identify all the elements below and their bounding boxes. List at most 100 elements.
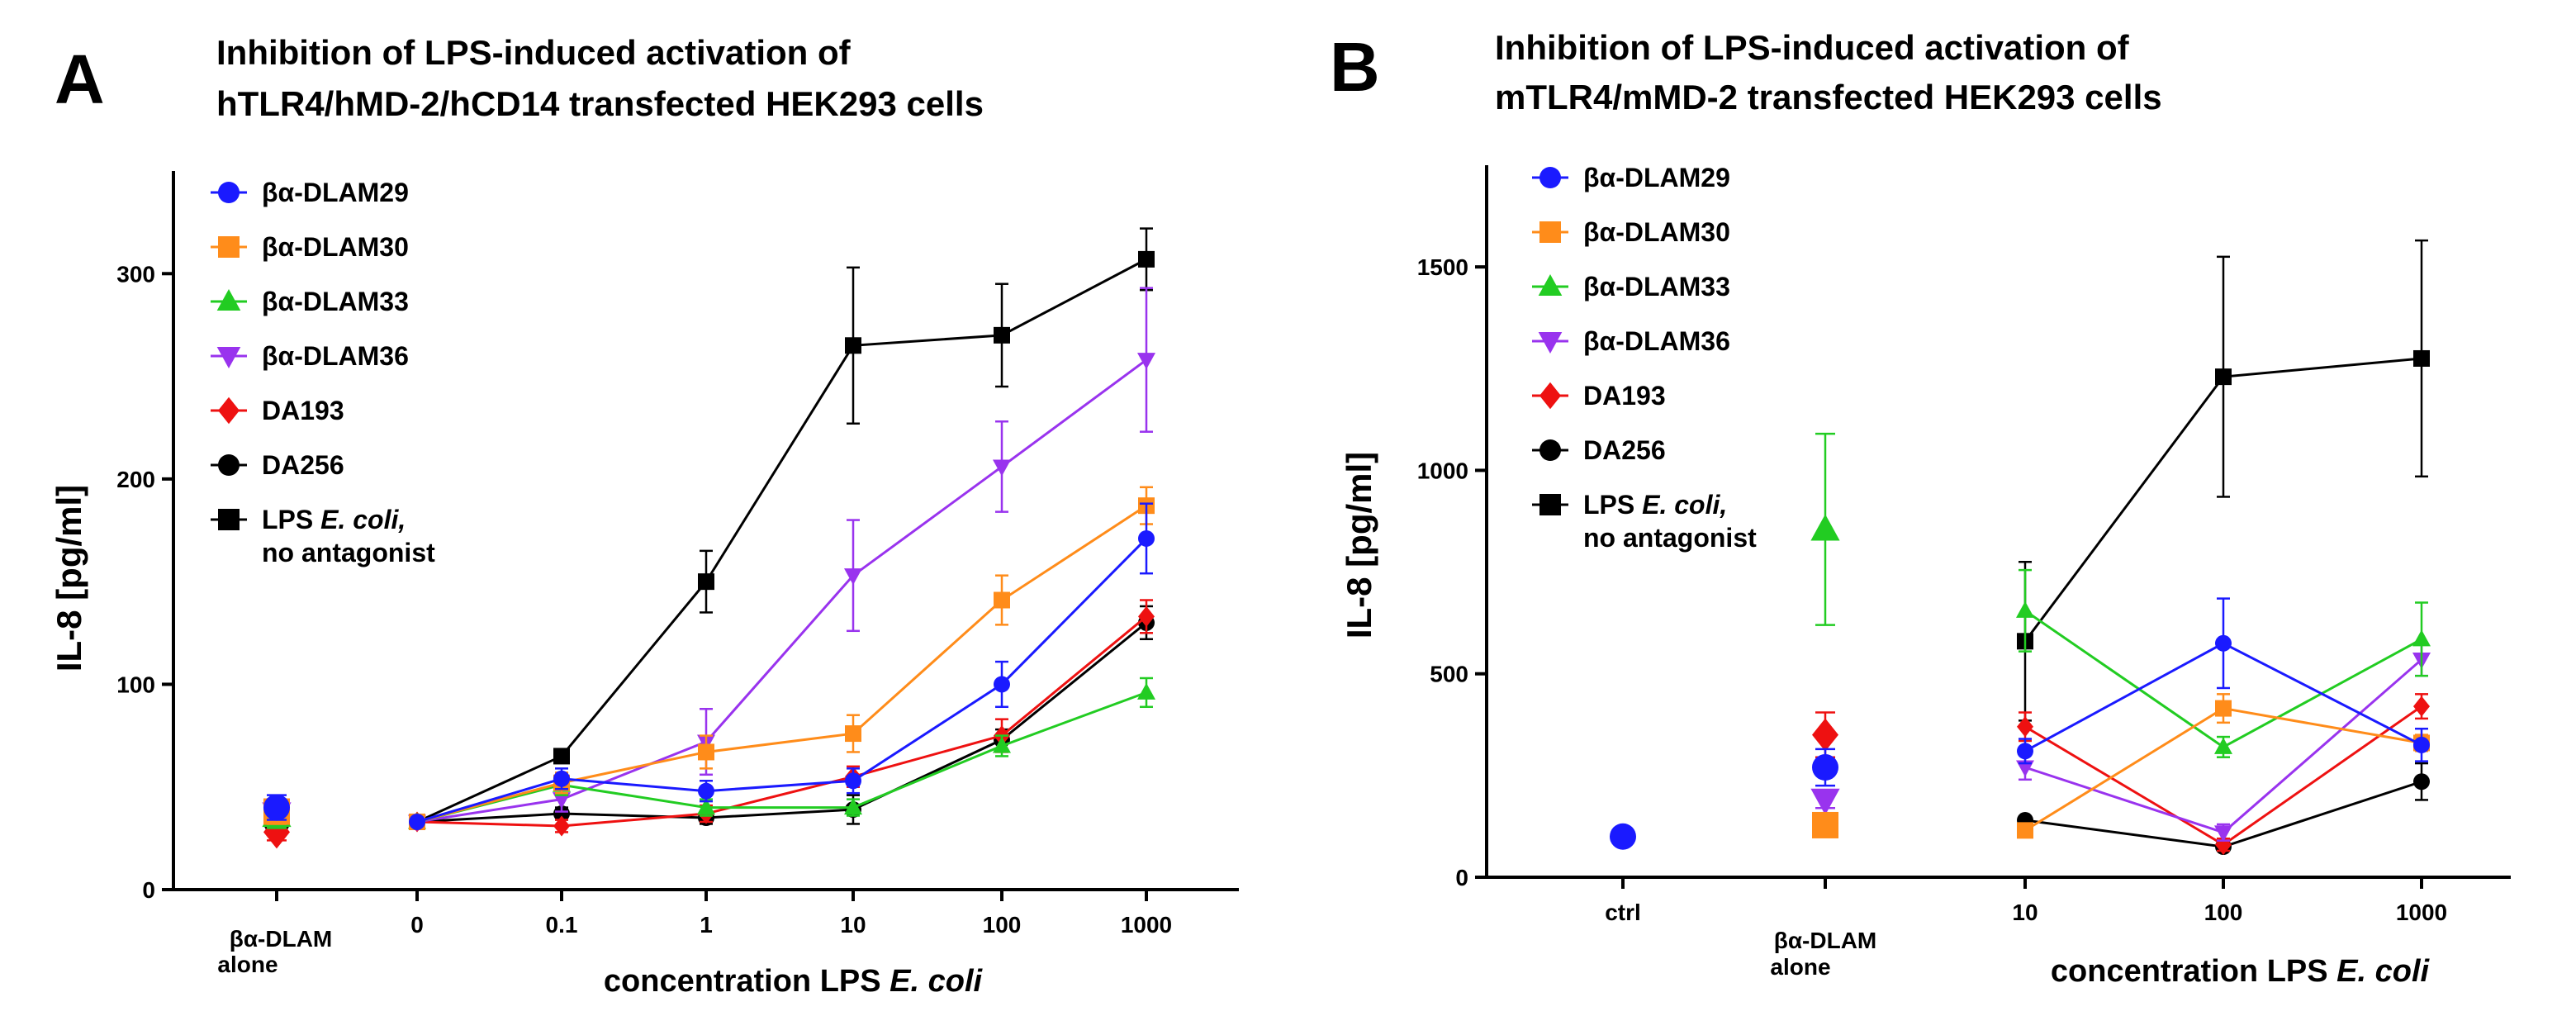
panel-a-series-6-point-3 — [845, 337, 861, 354]
panel-b-legend-item-0: βα-DLAM29 — [1532, 163, 1730, 192]
panel-b-y-tick-label-3: 1500 — [1417, 254, 1468, 280]
panel-b-y-tick-label-1: 500 — [1430, 662, 1468, 687]
panel-a-y-axis-label: IL-8 [pg/ml] — [50, 485, 88, 672]
panel-b-legend-item-4: DA193 — [1532, 381, 1666, 411]
panel-a-x-axis-label-text: concentration LPS — [604, 964, 890, 999]
panel-b-legend-label-2: βα-DLAM33 — [1583, 272, 1730, 301]
panel-a-x-tick-label-1: 0.1 — [546, 912, 578, 938]
panel-a-legend-item-5: DA256 — [211, 450, 344, 480]
panel-b-series-3-alone-point — [1810, 788, 1840, 815]
panel-b-legend-label-3-text: βα-DLAM36 — [1583, 326, 1730, 356]
panel-b-legend-label-4-text: DA193 — [1583, 381, 1666, 411]
panel-a-legend-marker-3 — [216, 346, 241, 368]
panel-a-legend-label-3-text: βα-DLAM36 — [262, 341, 409, 371]
panel-a-legend-marker-2 — [216, 289, 241, 311]
panel-b-series-3-point-0 — [2016, 760, 2034, 777]
panel-a-series-1-point-4 — [994, 591, 1010, 609]
panel-a-series-0-point-1 — [553, 770, 570, 787]
panel-b-series-2-point-2 — [2412, 629, 2431, 647]
panel-b-legend-label-6-italic: E. coli, — [1642, 490, 1727, 520]
panel-b-legend-label-6-line2: no antagonist — [1583, 523, 1757, 553]
panel-a-legend: βα-DLAM29 βα-DLAM30 βα-DLAM33 βα-DLAM36 DA19… — [211, 178, 435, 567]
panel-a-legend-label-2: βα-DLAM33 — [262, 287, 409, 316]
panel-a-series-3-point-4 — [993, 459, 1011, 477]
panel-b-legend-label-2-text: βα-DLAM33 — [1583, 272, 1730, 301]
panel-a-series-6-point-4 — [994, 326, 1010, 344]
panel-a-legend-label-4-text: DA193 — [262, 396, 344, 425]
panel-a-y-tick-label-0: 0 — [142, 877, 155, 903]
panel-b-legend-marker-0 — [1539, 167, 1561, 188]
panel-b-series-0-alone-point — [1812, 754, 1838, 781]
panel-a-series-2-point-5 — [1137, 682, 1155, 700]
panel-a-alone-label-line1: βα-DLAM — [230, 926, 333, 952]
panel-b-legend-label-1-text: βα-DLAM30 — [1583, 217, 1730, 247]
panel-b-series-2 — [1810, 432, 2431, 758]
panel-a-series-0-point-3 — [845, 772, 861, 790]
panel-a-series-3-line — [416, 358, 1147, 824]
panel-a-legend-label-6-italic: E. coli, — [320, 505, 406, 534]
panel-a-series-5-point-1 — [553, 805, 570, 823]
panel-a-series-6-point-5 — [1138, 250, 1155, 268]
panel-a-legend-label-0: βα-DLAM29 — [262, 178, 409, 207]
panel-b-x-axis-label-text: concentration LPS — [2051, 954, 2336, 989]
panel-b-x-tick-label-ctrl: ctrl — [1605, 900, 1641, 925]
panel-a-legend-label-6-text: LPS — [262, 505, 320, 534]
panel-a-legend-item-2: βα-DLAM33 — [211, 287, 409, 316]
panel-b-y-axis-label: IL-8 [pg/ml] — [1340, 452, 1378, 639]
panel-a-legend-label-2-text: βα-DLAM33 — [262, 287, 409, 316]
panel-b-legend-item-6: LPS E. coli,no antagonist — [1532, 490, 1757, 553]
panel-a-legend-item-1: βα-DLAM30 — [211, 232, 409, 262]
panel-a-legend-marker-6 — [218, 509, 240, 530]
panel-a-x-tick-label-2: 1 — [700, 912, 713, 938]
panel-b-legend-marker-2 — [1538, 274, 1563, 297]
panel-b-series-3-point-1 — [2214, 825, 2232, 843]
panel-b-x-tick-label-0: 10 — [2012, 900, 2038, 925]
panel-b-y-tick-label-0: 0 — [1455, 865, 1468, 890]
panel-b-series-4-point-0 — [2017, 716, 2033, 738]
panel-a-x-axis-label: concentration LPS E. coli — [604, 964, 984, 999]
panel-b-series-4-alone-point — [1812, 718, 1838, 752]
panel-b-alone-label-line2: alone — [1770, 954, 1830, 980]
panel-b-legend-marker-1 — [1539, 221, 1561, 243]
panel-a-series-0-point-2 — [698, 782, 714, 800]
panel-a-legend-item-6: LPS E. coli, no antagonist — [211, 505, 435, 567]
panel-a-x-tick-label-3: 10 — [840, 912, 866, 938]
panel-b-legend-marker-6 — [1539, 494, 1561, 515]
panel-b-legend-marker-5 — [1539, 439, 1561, 461]
panel-a-legend-label-3: βα-DLAM36 — [262, 341, 409, 371]
panel-a-series-4-point-5 — [1138, 605, 1155, 627]
panel-b-series-0 — [1812, 597, 2430, 787]
panel-a-alone-label-line2: alone — [217, 952, 278, 977]
panel-a-y-tick-label-2: 200 — [116, 467, 155, 492]
panel-b-series-2-point-1 — [2214, 737, 2232, 754]
panel-b-alone-label-line1: βα-DLAM — [1774, 928, 1877, 953]
panel-b-legend-item-5: DA256 — [1532, 435, 1666, 465]
panel-b-series-1-point-0 — [2017, 822, 2033, 839]
panel-b-series-6-point-2 — [2413, 349, 2430, 367]
panel-a-series-3-point-1 — [553, 792, 571, 809]
panel-b-series-4-point-2 — [2413, 696, 2430, 717]
panel-a-series-0 — [263, 502, 1155, 830]
panel-a-x-axis-label-italic: E. coli — [890, 964, 983, 999]
panel-b-legend-label-1: βα-DLAM30 — [1583, 217, 1730, 247]
panel-a-legend-marker-0 — [218, 182, 240, 203]
panel-a-title-line2: hTLR4/hMD-2/hCD14 transfected HEK293 cel… — [216, 84, 984, 123]
panel-a-series-0-line — [416, 537, 1148, 824]
panel-a-y-tick-label-3: 300 — [116, 261, 155, 287]
panel-a-title-line1: Inhibition of LPS-induced activation of — [216, 33, 852, 72]
panel-a-legend-label-0-text: βα-DLAM29 — [262, 178, 409, 207]
panel-a-series-2-point-4 — [993, 736, 1011, 753]
panel-b-series-3 — [1810, 642, 2431, 843]
panel-a-series-6-point-1 — [553, 748, 570, 765]
panel-a-x-tick-label-5: 1000 — [1121, 912, 1172, 938]
panel-b-legend: βα-DLAM29 βα-DLAM30 βα-DLAM33 βα-DLAM36 DA19… — [1532, 163, 1757, 553]
panel-b-legend-label-5: DA256 — [1583, 435, 1666, 465]
panel-a-series-6 — [409, 227, 1155, 830]
panel-a-legend-label-6: LPS E. coli, — [262, 505, 406, 534]
panel-b-legend-marker-3 — [1538, 331, 1563, 354]
panel-a-series-4-point-1 — [553, 815, 570, 837]
panel-b-series-0-point-2 — [2413, 736, 2430, 753]
panel-a-legend-label-1-text: βα-DLAM30 — [262, 232, 409, 262]
